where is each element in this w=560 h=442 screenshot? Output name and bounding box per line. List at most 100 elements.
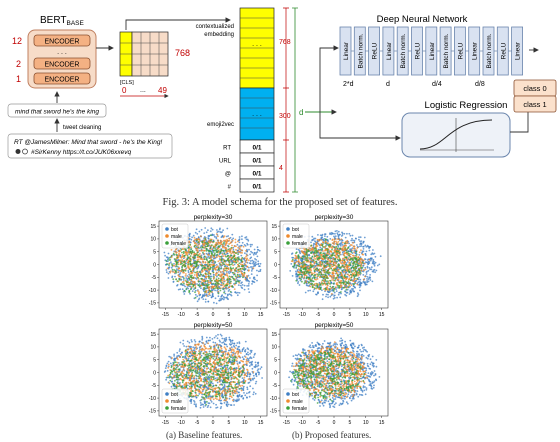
feature-rt-label: RT bbox=[223, 146, 231, 152]
point-female bbox=[324, 258, 326, 260]
point-bot bbox=[251, 268, 254, 270]
point-female bbox=[304, 259, 307, 261]
point-bot bbox=[364, 244, 367, 247]
point-male bbox=[189, 273, 192, 275]
point-bot bbox=[321, 236, 324, 239]
point-male bbox=[218, 242, 221, 245]
point-bot bbox=[345, 292, 348, 294]
point-bot bbox=[228, 293, 231, 295]
point-bot bbox=[307, 289, 310, 292]
point-female bbox=[307, 276, 310, 279]
point-male bbox=[297, 268, 300, 270]
logreg-title: Logistic Regression bbox=[425, 100, 508, 111]
point-male bbox=[229, 250, 231, 253]
point-male bbox=[228, 237, 231, 240]
point-bot bbox=[240, 254, 243, 257]
point-bot bbox=[212, 341, 215, 344]
point-bot bbox=[218, 343, 221, 346]
point-female bbox=[235, 252, 237, 255]
point-male bbox=[220, 274, 223, 277]
point-male bbox=[222, 270, 225, 273]
point-male bbox=[217, 270, 220, 273]
point-bot bbox=[361, 250, 364, 252]
point-bot bbox=[188, 237, 191, 240]
point-bot bbox=[225, 403, 228, 406]
clean-tweet-box bbox=[7, 103, 107, 118]
point-female bbox=[325, 277, 328, 279]
point-female bbox=[359, 272, 362, 274]
point-bot bbox=[209, 339, 212, 342]
point-female bbox=[220, 249, 223, 251]
point-female bbox=[297, 254, 300, 257]
point-male bbox=[325, 266, 328, 268]
point-bot bbox=[227, 298, 230, 301]
point-bot bbox=[365, 271, 368, 274]
point-bot bbox=[258, 249, 261, 252]
point-bot bbox=[200, 404, 202, 407]
point-male bbox=[315, 269, 318, 271]
y-tick-label: -10 bbox=[270, 288, 277, 294]
point-female bbox=[340, 275, 343, 278]
point-male bbox=[220, 276, 223, 279]
point-female bbox=[189, 260, 192, 263]
point-bot bbox=[254, 366, 257, 369]
point-bot bbox=[227, 368, 230, 371]
point-bot bbox=[185, 345, 188, 348]
point-female bbox=[303, 282, 306, 285]
point-male bbox=[349, 269, 352, 271]
point-male bbox=[205, 276, 207, 279]
point-female bbox=[209, 277, 212, 280]
emoji2vec-dots: . . . bbox=[252, 111, 262, 118]
point-female bbox=[225, 255, 228, 258]
point-bot bbox=[188, 234, 191, 236]
point-bot bbox=[375, 269, 378, 272]
point-bot bbox=[359, 236, 362, 239]
point-female bbox=[196, 270, 199, 273]
point-bot bbox=[200, 354, 203, 357]
point-bot bbox=[256, 361, 259, 364]
point-female bbox=[350, 271, 353, 273]
point-female bbox=[173, 269, 176, 271]
point-male bbox=[217, 260, 220, 263]
point-female bbox=[300, 266, 303, 269]
point-male bbox=[316, 238, 319, 241]
point-female bbox=[291, 258, 294, 261]
point-female bbox=[184, 248, 186, 250]
point-female bbox=[321, 279, 324, 282]
point-bot bbox=[247, 266, 250, 269]
point-female bbox=[189, 274, 192, 277]
point-bot bbox=[257, 263, 259, 266]
point-bot bbox=[241, 287, 244, 289]
point-bot bbox=[224, 292, 227, 295]
point-female bbox=[192, 277, 195, 279]
point-male bbox=[177, 271, 180, 273]
point-bot bbox=[219, 333, 222, 336]
point-bot bbox=[219, 407, 222, 410]
x-tick-label: 15 bbox=[379, 312, 385, 318]
cls-dim: 768 bbox=[175, 48, 190, 58]
point-bot bbox=[319, 234, 322, 237]
point-bot bbox=[364, 266, 367, 269]
point-female bbox=[312, 280, 315, 283]
point-male bbox=[230, 377, 233, 380]
point-female bbox=[175, 253, 178, 256]
point-female bbox=[345, 283, 347, 286]
point-bot bbox=[237, 391, 240, 394]
point-bot bbox=[308, 274, 311, 277]
point-male bbox=[178, 252, 180, 255]
point-bot bbox=[252, 387, 254, 390]
point-bot bbox=[193, 339, 196, 341]
point-bot bbox=[335, 290, 338, 292]
panel-title: perplexity=50 bbox=[194, 322, 233, 329]
point-male bbox=[348, 278, 350, 280]
point-male bbox=[237, 246, 240, 249]
point-bot bbox=[239, 350, 242, 353]
point-bot bbox=[229, 344, 232, 346]
point-male bbox=[313, 257, 315, 259]
point-female bbox=[229, 266, 232, 269]
point-bot bbox=[193, 401, 196, 403]
point-male bbox=[334, 247, 337, 250]
contextualized-dim: 768 bbox=[279, 39, 291, 46]
point-male bbox=[347, 257, 350, 259]
point-female bbox=[217, 282, 220, 285]
